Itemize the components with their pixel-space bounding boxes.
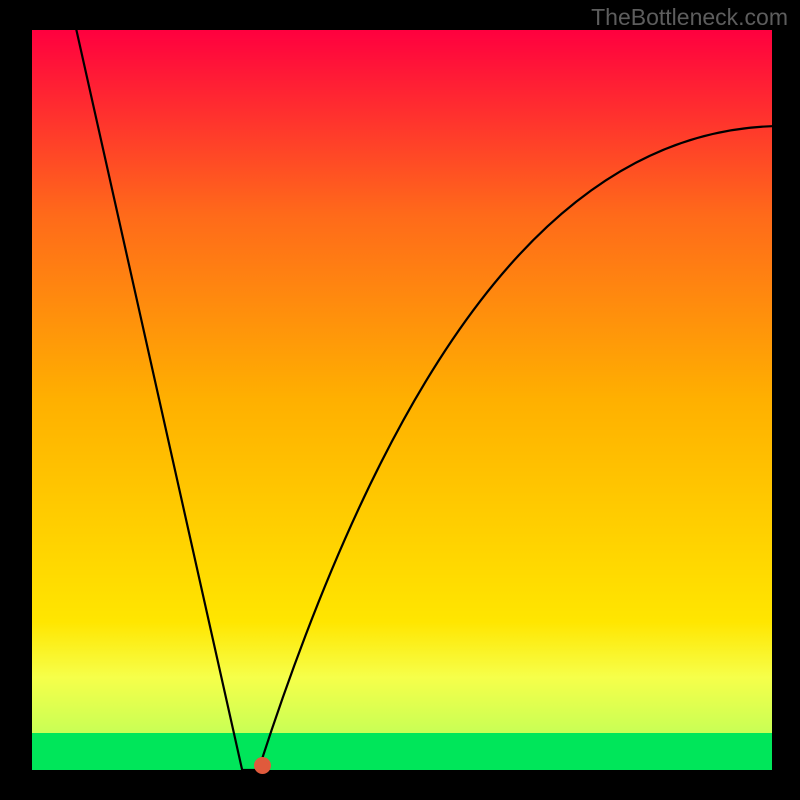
plot-area — [32, 30, 772, 770]
optimal-point-marker — [254, 757, 271, 774]
watermark-text: TheBottleneck.com — [591, 4, 788, 31]
chart-stage: TheBottleneck.com — [0, 0, 800, 800]
